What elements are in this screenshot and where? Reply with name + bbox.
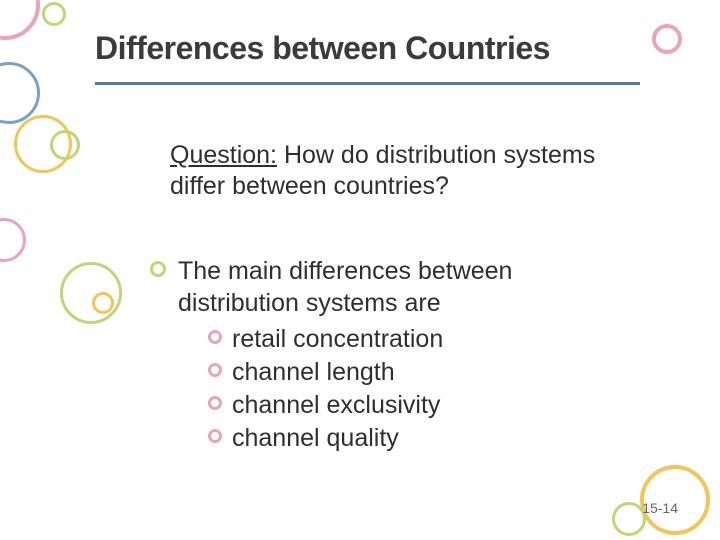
title-underline bbox=[95, 82, 640, 85]
body-intro: The main differences between distributio… bbox=[150, 255, 630, 455]
question-label: Question: bbox=[170, 141, 277, 169]
slide-title: Differences between Countries bbox=[95, 30, 550, 67]
deco-circle bbox=[0, 0, 40, 40]
list-item-text: retail concentration bbox=[232, 325, 443, 353]
deco-circle bbox=[42, 2, 66, 26]
deco-circle bbox=[612, 502, 646, 536]
list-item-text: channel length bbox=[232, 358, 395, 386]
circle-bullet-icon bbox=[208, 330, 222, 344]
list-item-text: channel quality bbox=[232, 424, 399, 452]
body-intro-text: The main differences between distributio… bbox=[178, 257, 512, 317]
question-block: Question: How do distribution systems di… bbox=[170, 140, 630, 203]
title-bullet-icon bbox=[652, 24, 682, 54]
list-item: channel length bbox=[208, 356, 630, 389]
deco-circle bbox=[60, 262, 122, 324]
deco-circle bbox=[50, 130, 80, 160]
sub-list: retail concentration channel length chan… bbox=[208, 323, 630, 455]
list-item: channel quality bbox=[208, 422, 630, 455]
deco-circle bbox=[0, 62, 40, 124]
list-item-text: channel exclusivity bbox=[232, 391, 440, 419]
deco-circle bbox=[0, 218, 26, 262]
circle-bullet-icon bbox=[208, 363, 222, 377]
circle-bullet-icon bbox=[150, 261, 166, 277]
page-number: 15-14 bbox=[642, 500, 678, 516]
circle-bullet-icon bbox=[208, 396, 222, 410]
circle-bullet-icon bbox=[208, 429, 222, 443]
list-item: retail concentration bbox=[208, 323, 630, 356]
body-block: The main differences between distributio… bbox=[150, 255, 630, 457]
deco-circle bbox=[92, 292, 114, 314]
slide: Differences between Countries Question: … bbox=[0, 0, 720, 540]
list-item: channel exclusivity bbox=[208, 389, 630, 422]
